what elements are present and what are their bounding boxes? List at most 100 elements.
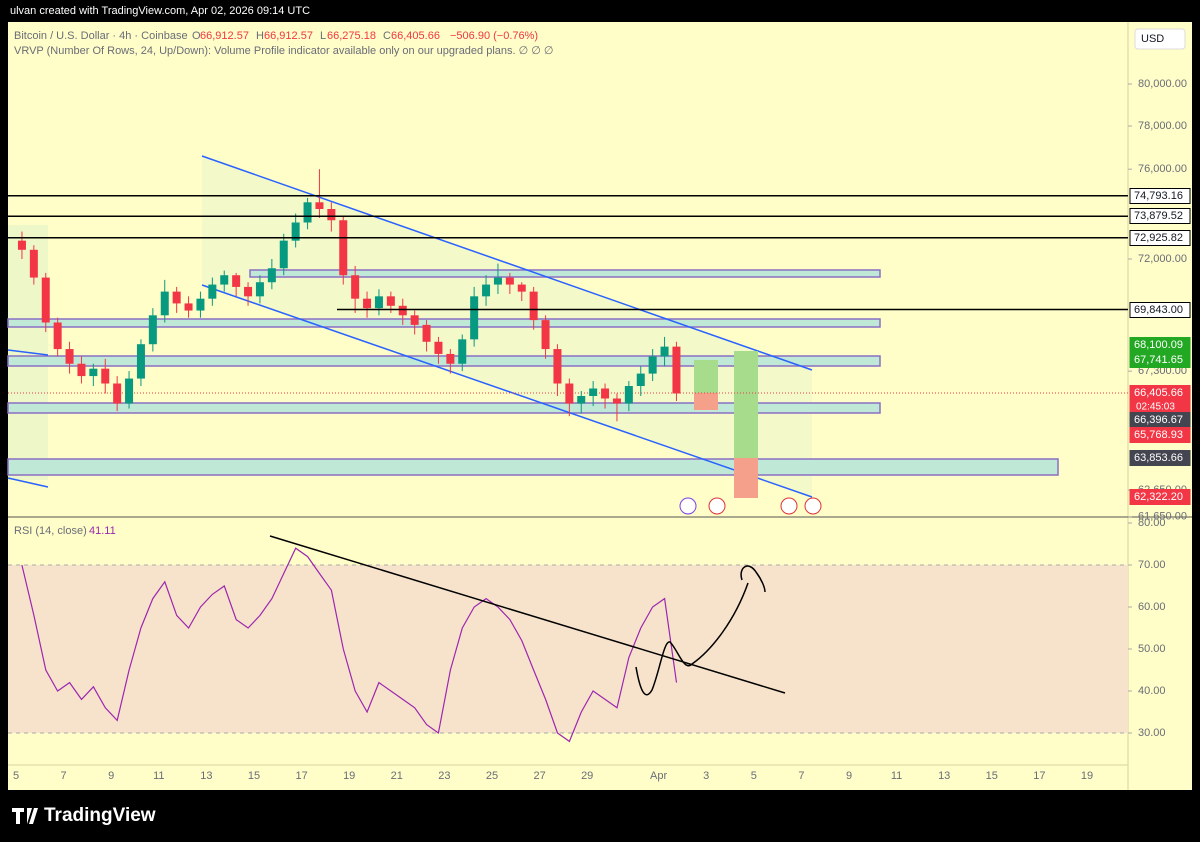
- x-tick-label: 15: [248, 770, 260, 782]
- target-box: [694, 360, 718, 393]
- y-tick-label: 60.00: [1138, 601, 1166, 613]
- channel-line: [7, 349, 49, 356]
- candle-body: [101, 368, 110, 384]
- x-tick-label: 27: [533, 770, 545, 782]
- x-tick-label: 5: [751, 770, 757, 782]
- candle-body: [339, 220, 348, 276]
- vrvp-note: VRVP (Number Of Rows, 24, Up/Down): Volu…: [14, 45, 554, 57]
- price-tag: [1129, 230, 1191, 246]
- x-tick-label: 11: [891, 770, 902, 782]
- ohlc-label: O: [192, 30, 201, 42]
- candle-body: [386, 296, 395, 306]
- zone: [7, 458, 1059, 476]
- candle-body: [244, 286, 253, 297]
- x-tick-label: 11: [153, 770, 164, 782]
- candle-body: [351, 275, 360, 299]
- channel-line: [7, 477, 49, 488]
- candle-body: [565, 383, 574, 404]
- zone: [7, 402, 881, 414]
- currency[interactable]: USD: [1141, 33, 1164, 45]
- ohlc-label: C: [383, 30, 391, 42]
- candle-body: [160, 291, 169, 316]
- candle-body: [529, 291, 538, 321]
- candle-body: [624, 386, 633, 404]
- price-tag-label: 67,741.65: [1134, 354, 1183, 366]
- candle-body: [482, 284, 491, 297]
- candle-body: [327, 209, 336, 221]
- stop-box: [694, 393, 718, 410]
- hand-drawing: [635, 565, 766, 696]
- candle-body: [136, 344, 145, 379]
- candle-body: [315, 202, 324, 210]
- price-tag: [1129, 489, 1191, 505]
- candle-body: [577, 395, 586, 404]
- ohlc-value: 66,405.66: [391, 30, 440, 42]
- candle-body: [172, 291, 181, 304]
- price-tag: [1129, 352, 1191, 368]
- countdown: 02:45:03: [1136, 402, 1175, 413]
- candle-body: [184, 303, 193, 311]
- candle-body: [255, 282, 264, 297]
- y-tick-label: 76,000.00: [1138, 163, 1187, 175]
- stop-box: [734, 458, 758, 498]
- price-tag-label: 65,768.93: [1134, 429, 1183, 441]
- candle-body: [553, 349, 562, 384]
- rsi-line: [21, 547, 678, 743]
- candle-body: [196, 298, 205, 311]
- candle-body: [220, 275, 229, 285]
- price-tag-label: 72,925.82: [1134, 232, 1183, 244]
- candle-body: [517, 284, 526, 292]
- x-tick-label: 15: [986, 770, 998, 782]
- credit: ulvan created with TradingView.com, Apr …: [10, 5, 310, 17]
- candle-body: [672, 346, 681, 394]
- channel-line: [201, 284, 813, 498]
- symbol: Bitcoin / U.S. Dollar · 4h · Coinbase: [14, 30, 188, 42]
- candle-body: [505, 277, 514, 285]
- candle-body: [648, 356, 657, 374]
- price-tag: [1129, 188, 1191, 204]
- logo-mark: [12, 808, 38, 824]
- candle-body: [374, 296, 383, 309]
- x-tick-label: 21: [391, 770, 403, 782]
- candle-body: [267, 268, 276, 283]
- candle-body: [89, 368, 98, 377]
- x-tick-label: 9: [108, 770, 114, 782]
- y-tick-label: 50.00: [1138, 643, 1166, 655]
- candle-body: [636, 373, 645, 387]
- candle-body: [458, 339, 467, 364]
- candle-body: [398, 305, 407, 316]
- candle-body: [17, 240, 26, 250]
- brand-logo: TradingView: [12, 805, 156, 826]
- ohlc-label: H: [256, 30, 264, 42]
- y-tick-label: 67,300.00: [1138, 365, 1187, 377]
- price-tag: [1129, 302, 1191, 318]
- price-tag-label: 62,322.20: [1134, 491, 1183, 503]
- currency-button[interactable]: [1134, 28, 1186, 50]
- candle-body: [660, 346, 669, 357]
- y-tick-label: 61,650.00: [1138, 511, 1187, 523]
- candle-body: [410, 315, 419, 325]
- ohlc-value: 66,912.57: [200, 30, 249, 42]
- channel-line: [201, 155, 813, 371]
- x-tick-label: 7: [798, 770, 804, 782]
- candle-body: [77, 363, 86, 377]
- candle-body: [541, 320, 550, 350]
- candle-body: [291, 222, 300, 241]
- x-tick-label: 13: [200, 770, 212, 782]
- rsi-trendline: [269, 535, 786, 694]
- x-tick-label: 5: [13, 770, 19, 782]
- ohlc-value: 66,275.18: [327, 30, 376, 42]
- y-tick-label: 70.00: [1138, 559, 1166, 571]
- candle-body: [208, 284, 217, 299]
- price-tag-label: 63,853.66: [1134, 452, 1183, 464]
- candle-body: [41, 277, 50, 323]
- y-tick-label: 80,000.00: [1138, 78, 1187, 90]
- event-icon: [679, 497, 697, 515]
- target-box: [734, 351, 758, 458]
- event-icon: [780, 497, 798, 515]
- y-tick-label: 78,000.00: [1138, 120, 1187, 132]
- candle-body: [601, 388, 610, 399]
- x-tick-label: 25: [486, 770, 498, 782]
